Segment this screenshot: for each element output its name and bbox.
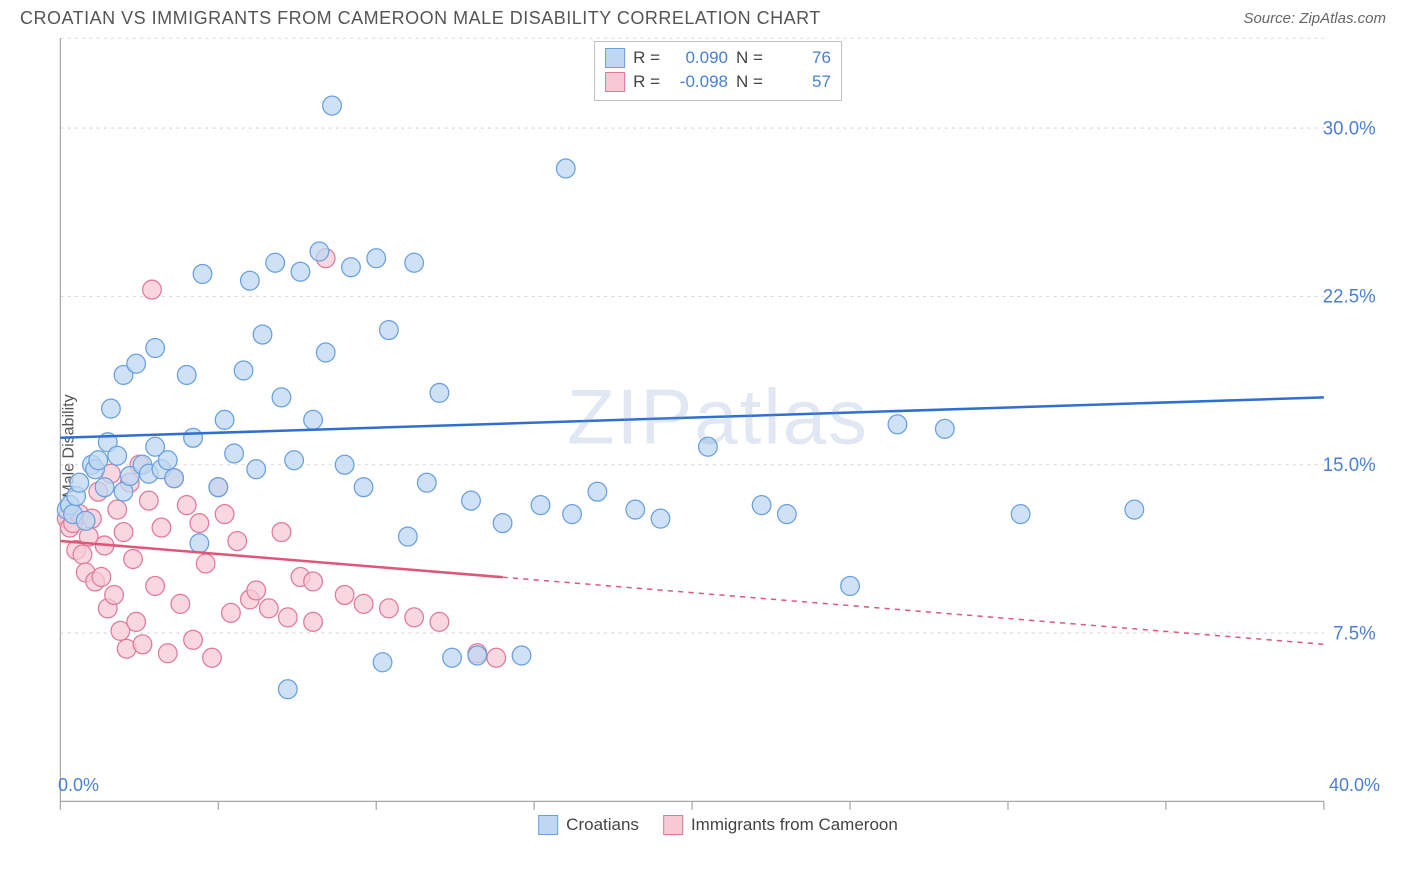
legend-item-pink: Immigrants from Cameroon (663, 815, 898, 835)
legend-label-blue: Croatians (566, 815, 639, 835)
swatch-pink (663, 815, 683, 835)
svg-text:30.0%: 30.0% (1323, 117, 1376, 138)
x-axis-min-label: 0.0% (58, 775, 99, 796)
x-axis-max-label: 40.0% (1329, 775, 1380, 796)
scatter-plot: 7.5% 15.0% 22.5% 30.0% (50, 33, 1386, 833)
svg-text:22.5%: 22.5% (1323, 286, 1376, 307)
legend-row-blue: R = 0.090 N = 76 (605, 46, 831, 70)
swatch-blue (605, 48, 625, 68)
legend-item-blue: Croatians (538, 815, 639, 835)
r-label: R = (633, 72, 660, 92)
swatch-blue (538, 815, 558, 835)
legend-label-pink: Immigrants from Cameroon (691, 815, 898, 835)
r-value-blue: 0.090 (668, 48, 728, 68)
swatch-pink (605, 72, 625, 92)
n-label: N = (736, 72, 763, 92)
n-label: N = (736, 48, 763, 68)
series-legend: Croatians Immigrants from Cameroon (538, 815, 898, 835)
chart-title: CROATIAN VS IMMIGRANTS FROM CAMEROON MAL… (20, 8, 821, 29)
svg-text:7.5%: 7.5% (1333, 622, 1376, 643)
n-value-blue: 76 (771, 48, 831, 68)
legend-row-pink: R = -0.098 N = 57 (605, 70, 831, 94)
svg-text:15.0%: 15.0% (1323, 454, 1376, 475)
r-label: R = (633, 48, 660, 68)
chart-area: 7.5%15.0%22.5%30.0% ZIPatlas R = 0.090 N… (50, 33, 1386, 833)
source-label: Source: ZipAtlas.com (1243, 10, 1386, 27)
stats-legend: R = 0.090 N = 76 R = -0.098 N = 57 (594, 41, 842, 101)
r-value-pink: -0.098 (668, 72, 728, 92)
n-value-pink: 57 (771, 72, 831, 92)
